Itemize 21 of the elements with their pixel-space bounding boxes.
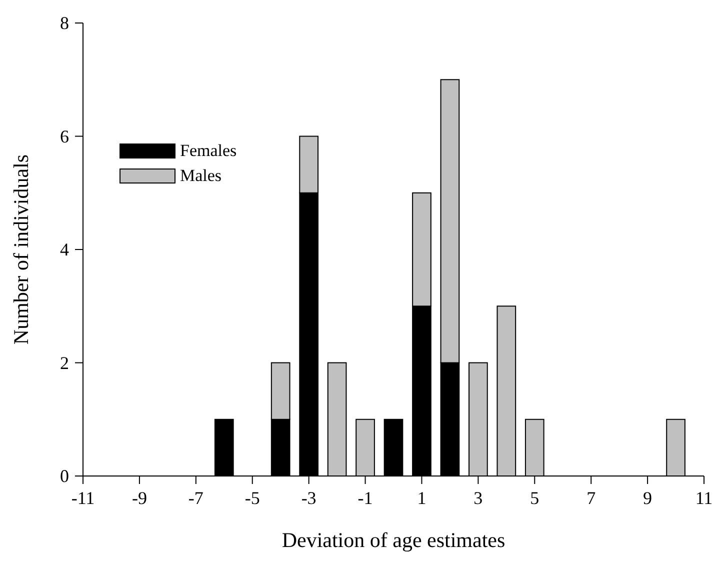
x-tick-label: -3: [301, 488, 316, 508]
legend-label: Males: [180, 166, 222, 185]
x-tick-label: 5: [530, 488, 540, 508]
x-tick-label: -5: [244, 488, 260, 508]
x-tick-label: -1: [358, 488, 373, 508]
legend-label: Females: [180, 141, 237, 160]
y-tick-label: 4: [60, 240, 69, 260]
x-tick-label: 3: [474, 488, 483, 508]
x-tick-label: 7: [586, 488, 596, 508]
y-tick-label: 0: [60, 466, 69, 486]
x-tick-label: -9: [132, 488, 147, 508]
x-tick-label: 9: [643, 488, 652, 508]
x-axis-title: Deviation of age estimates: [282, 528, 506, 552]
x-tick-label: -7: [188, 488, 204, 508]
y-tick-label: 2: [60, 352, 69, 373]
y-axis-title: Number of individuals: [9, 154, 33, 345]
x-tick-label: 1: [417, 488, 426, 508]
x-tick-label: -11: [71, 488, 95, 508]
y-tick-label: 6: [60, 126, 69, 146]
x-tick-label: 11: [695, 488, 713, 508]
y-tick-label: 8: [60, 13, 69, 33]
